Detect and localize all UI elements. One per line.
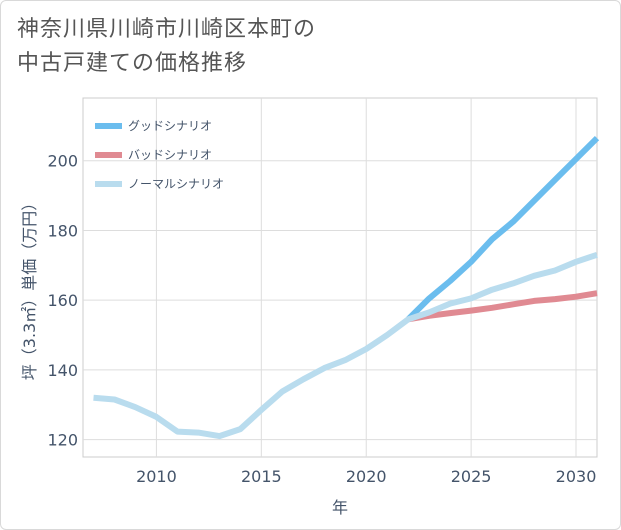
x-tick-label: 2010 xyxy=(136,467,177,486)
x-tick-label: 2020 xyxy=(346,467,387,486)
y-tick-label: 200 xyxy=(47,152,78,171)
legend-label: バッドシナリオ xyxy=(128,148,212,162)
chart-title-line-1: 神奈川県川崎市川崎区本町の xyxy=(17,17,317,42)
legend-label: グッドシナリオ xyxy=(128,119,212,133)
chart-title: 神奈川県川崎市川崎区本町の 中古戸建ての価格推移 xyxy=(17,13,316,81)
x-tick-label: 2030 xyxy=(556,467,597,486)
x-tick-label: 2015 xyxy=(241,467,282,486)
chart-title-line-2: 中古戸建ての価格推移 xyxy=(17,51,248,76)
grid-lines xyxy=(83,98,597,457)
x-axis-title: 年 xyxy=(332,498,348,517)
y-tick-label: 120 xyxy=(47,431,78,450)
y-tick-label: 140 xyxy=(47,361,78,380)
series-line-2 xyxy=(93,251,598,440)
y-axis-title: 坪（3.3㎡）単価（万円） xyxy=(20,195,39,380)
x-tick-label: 2025 xyxy=(451,467,492,486)
series-line-1 xyxy=(407,290,598,323)
y-tick-label: 160 xyxy=(47,291,78,310)
legend-label: ノーマルシナリオ xyxy=(128,177,224,191)
axis-ticks: 2010 2015 2020 2025 2030 120 140 160 180 200 xyxy=(47,152,596,486)
series-line-0 xyxy=(406,135,600,322)
y-tick-label: 180 xyxy=(47,221,78,240)
series-lines xyxy=(93,135,600,440)
plot-area xyxy=(82,97,598,458)
